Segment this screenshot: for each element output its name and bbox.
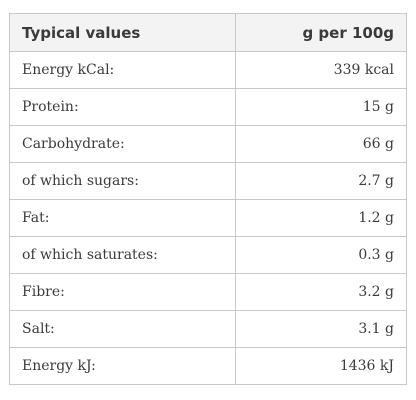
row-value: 15 g [235,88,407,126]
table-row: Carbohydrate: 66 g [9,125,407,163]
nutrition-table: Typical values g per 100g Energy kCal: 3… [9,13,407,385]
row-label: Energy kCal: [9,51,236,89]
header-per-100g: g per 100g [235,13,407,52]
table-row: Salt: 3.1 g [9,310,407,348]
row-label: Energy kJ: [9,347,236,385]
header-typical-values: Typical values [9,13,236,52]
row-label: Fat: [9,199,236,237]
table-row: Protein: 15 g [9,88,407,126]
table-body: Energy kCal: 339 kcal Protein: 15 g Carb… [9,51,407,385]
row-label: Fibre: [9,273,236,311]
table-header: Typical values g per 100g [9,13,407,52]
row-label: Protein: [9,88,236,126]
row-value: 1436 kJ [235,347,407,385]
header-row: Typical values g per 100g [9,13,407,52]
row-value: 3.1 g [235,310,407,348]
table-row: Energy kCal: 339 kcal [9,51,407,89]
row-value: 1.2 g [235,199,407,237]
row-value: 339 kcal [235,51,407,89]
row-label: of which saturates: [9,236,236,274]
row-value: 66 g [235,125,407,163]
row-value: 0.3 g [235,236,407,274]
table-row: Fat: 1.2 g [9,199,407,237]
table-row: of which sugars: 2.7 g [9,162,407,200]
row-value: 2.7 g [235,162,407,200]
table-row: of which saturates: 0.3 g [9,236,407,274]
table-row: Energy kJ: 1436 kJ [9,347,407,385]
table-row: Fibre: 3.2 g [9,273,407,311]
row-label: of which sugars: [9,162,236,200]
row-label: Carbohydrate: [9,125,236,163]
row-label: Salt: [9,310,236,348]
row-value: 3.2 g [235,273,407,311]
